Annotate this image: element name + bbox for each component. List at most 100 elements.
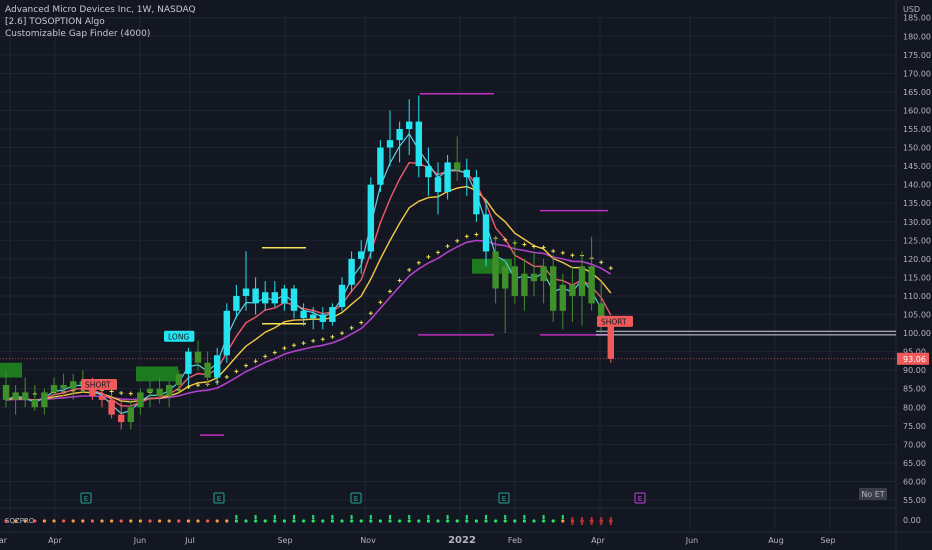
y-tick-label: 180.00 (903, 32, 931, 41)
candle-body (22, 392, 29, 400)
y-tick-label: 165.00 (903, 88, 931, 97)
candle-body (89, 384, 96, 397)
squeeze-dot (225, 519, 229, 523)
candle-body (521, 273, 528, 296)
candle-body (271, 292, 278, 304)
earnings-marker-label: E (84, 495, 88, 503)
signal-cross (186, 385, 191, 390)
sub-pane-label: SQZPRO (5, 517, 35, 525)
candle-body (569, 284, 576, 296)
signal-cross (340, 331, 344, 336)
signal-cross (455, 238, 460, 243)
signal-cross (272, 350, 277, 355)
squeeze-dot (484, 519, 488, 523)
signal-cross (551, 249, 556, 254)
signal-cross (445, 244, 450, 249)
earnings-marker (80, 492, 92, 504)
candle-body (319, 314, 326, 322)
squeeze-dot (426, 519, 430, 523)
squeeze-dot (417, 519, 421, 523)
squeeze-dot (503, 519, 507, 523)
squeeze-dot (119, 519, 123, 523)
squeeze-dot (186, 519, 190, 523)
y-tick-label: 80.00 (903, 403, 926, 412)
candle-body (492, 251, 499, 289)
momentum-bar (523, 515, 526, 519)
candle-body (530, 273, 538, 282)
y-tick-label: 155.00 (903, 125, 931, 134)
signal-cross (464, 234, 469, 239)
signal-cross (253, 359, 258, 364)
squeeze-dot (359, 519, 363, 523)
y-tick-label: 175.00 (903, 51, 931, 60)
sub-pane-value: 0.00 (903, 516, 921, 525)
ema-slow-line (5, 185, 612, 403)
y-tick-label: 90.00 (903, 366, 926, 375)
signal-cross (426, 254, 431, 259)
y-tick-label: 95.00 (903, 348, 926, 357)
squeeze-dot (196, 519, 200, 523)
y-tick-label: 100.00 (903, 329, 931, 338)
no-et-badge (859, 488, 887, 500)
squeeze-dot (33, 519, 37, 523)
candle-body (559, 284, 566, 311)
candle-body (300, 310, 307, 319)
signal-cross (416, 260, 421, 265)
candle-body (425, 166, 432, 178)
y-tick-label: 75.00 (903, 422, 926, 431)
squeeze-dot (474, 519, 478, 523)
signal-cross (599, 260, 604, 265)
candle-body (578, 266, 586, 296)
x-tick-label: Nov (360, 536, 376, 545)
short-label-bg (81, 378, 117, 390)
squeeze-dot (90, 519, 94, 523)
squeeze-dot (551, 519, 555, 523)
signal-cross (388, 289, 392, 294)
signal-cross (407, 267, 412, 272)
signal-cross (570, 253, 575, 258)
candle-body (204, 362, 211, 378)
candle-body (281, 288, 288, 304)
earnings-marker (498, 492, 510, 504)
short-label: SHORT (601, 317, 627, 326)
squeeze-dot (282, 519, 286, 523)
momentum-bar (331, 515, 334, 519)
momentum-bar (504, 515, 507, 519)
squeeze-dot (542, 519, 546, 523)
candle-body (146, 388, 154, 393)
y-tick-label: 160.00 (903, 106, 931, 115)
legend-symbol: Advanced Micro Devices Inc, 1W, NASDAQ (5, 5, 196, 15)
momentum-bar (273, 515, 276, 519)
candle-body (607, 325, 614, 359)
signal-cross (128, 391, 133, 396)
signal-cross (311, 338, 316, 343)
squeeze-dot (148, 519, 152, 523)
candle-body (329, 307, 336, 322)
signal-cross (119, 391, 124, 396)
squeeze-dot (4, 519, 8, 523)
squeeze-dot (23, 519, 27, 523)
squeeze-dot (110, 519, 114, 523)
candle-body (41, 392, 48, 408)
signal-cross (474, 232, 479, 237)
candle-body (338, 284, 346, 308)
candle-body (185, 351, 192, 374)
candle-body (473, 177, 480, 215)
candle-body (396, 129, 403, 141)
squeeze-dot (52, 519, 56, 523)
candle-body (127, 407, 134, 423)
momentum-bar (609, 517, 612, 525)
candle-body (434, 177, 442, 193)
candle-body (98, 396, 106, 400)
candle-body (348, 258, 355, 285)
current-price-badge (897, 352, 929, 365)
candle-body (233, 295, 240, 311)
short-label: SHORT (85, 380, 111, 389)
candle-body (540, 266, 547, 282)
squeeze-dot (522, 519, 527, 523)
candle-body (415, 121, 422, 167)
y-tick-label: 55.00 (903, 496, 926, 505)
y-tick-label: 105.00 (903, 311, 931, 320)
squeeze-dot (292, 519, 296, 523)
